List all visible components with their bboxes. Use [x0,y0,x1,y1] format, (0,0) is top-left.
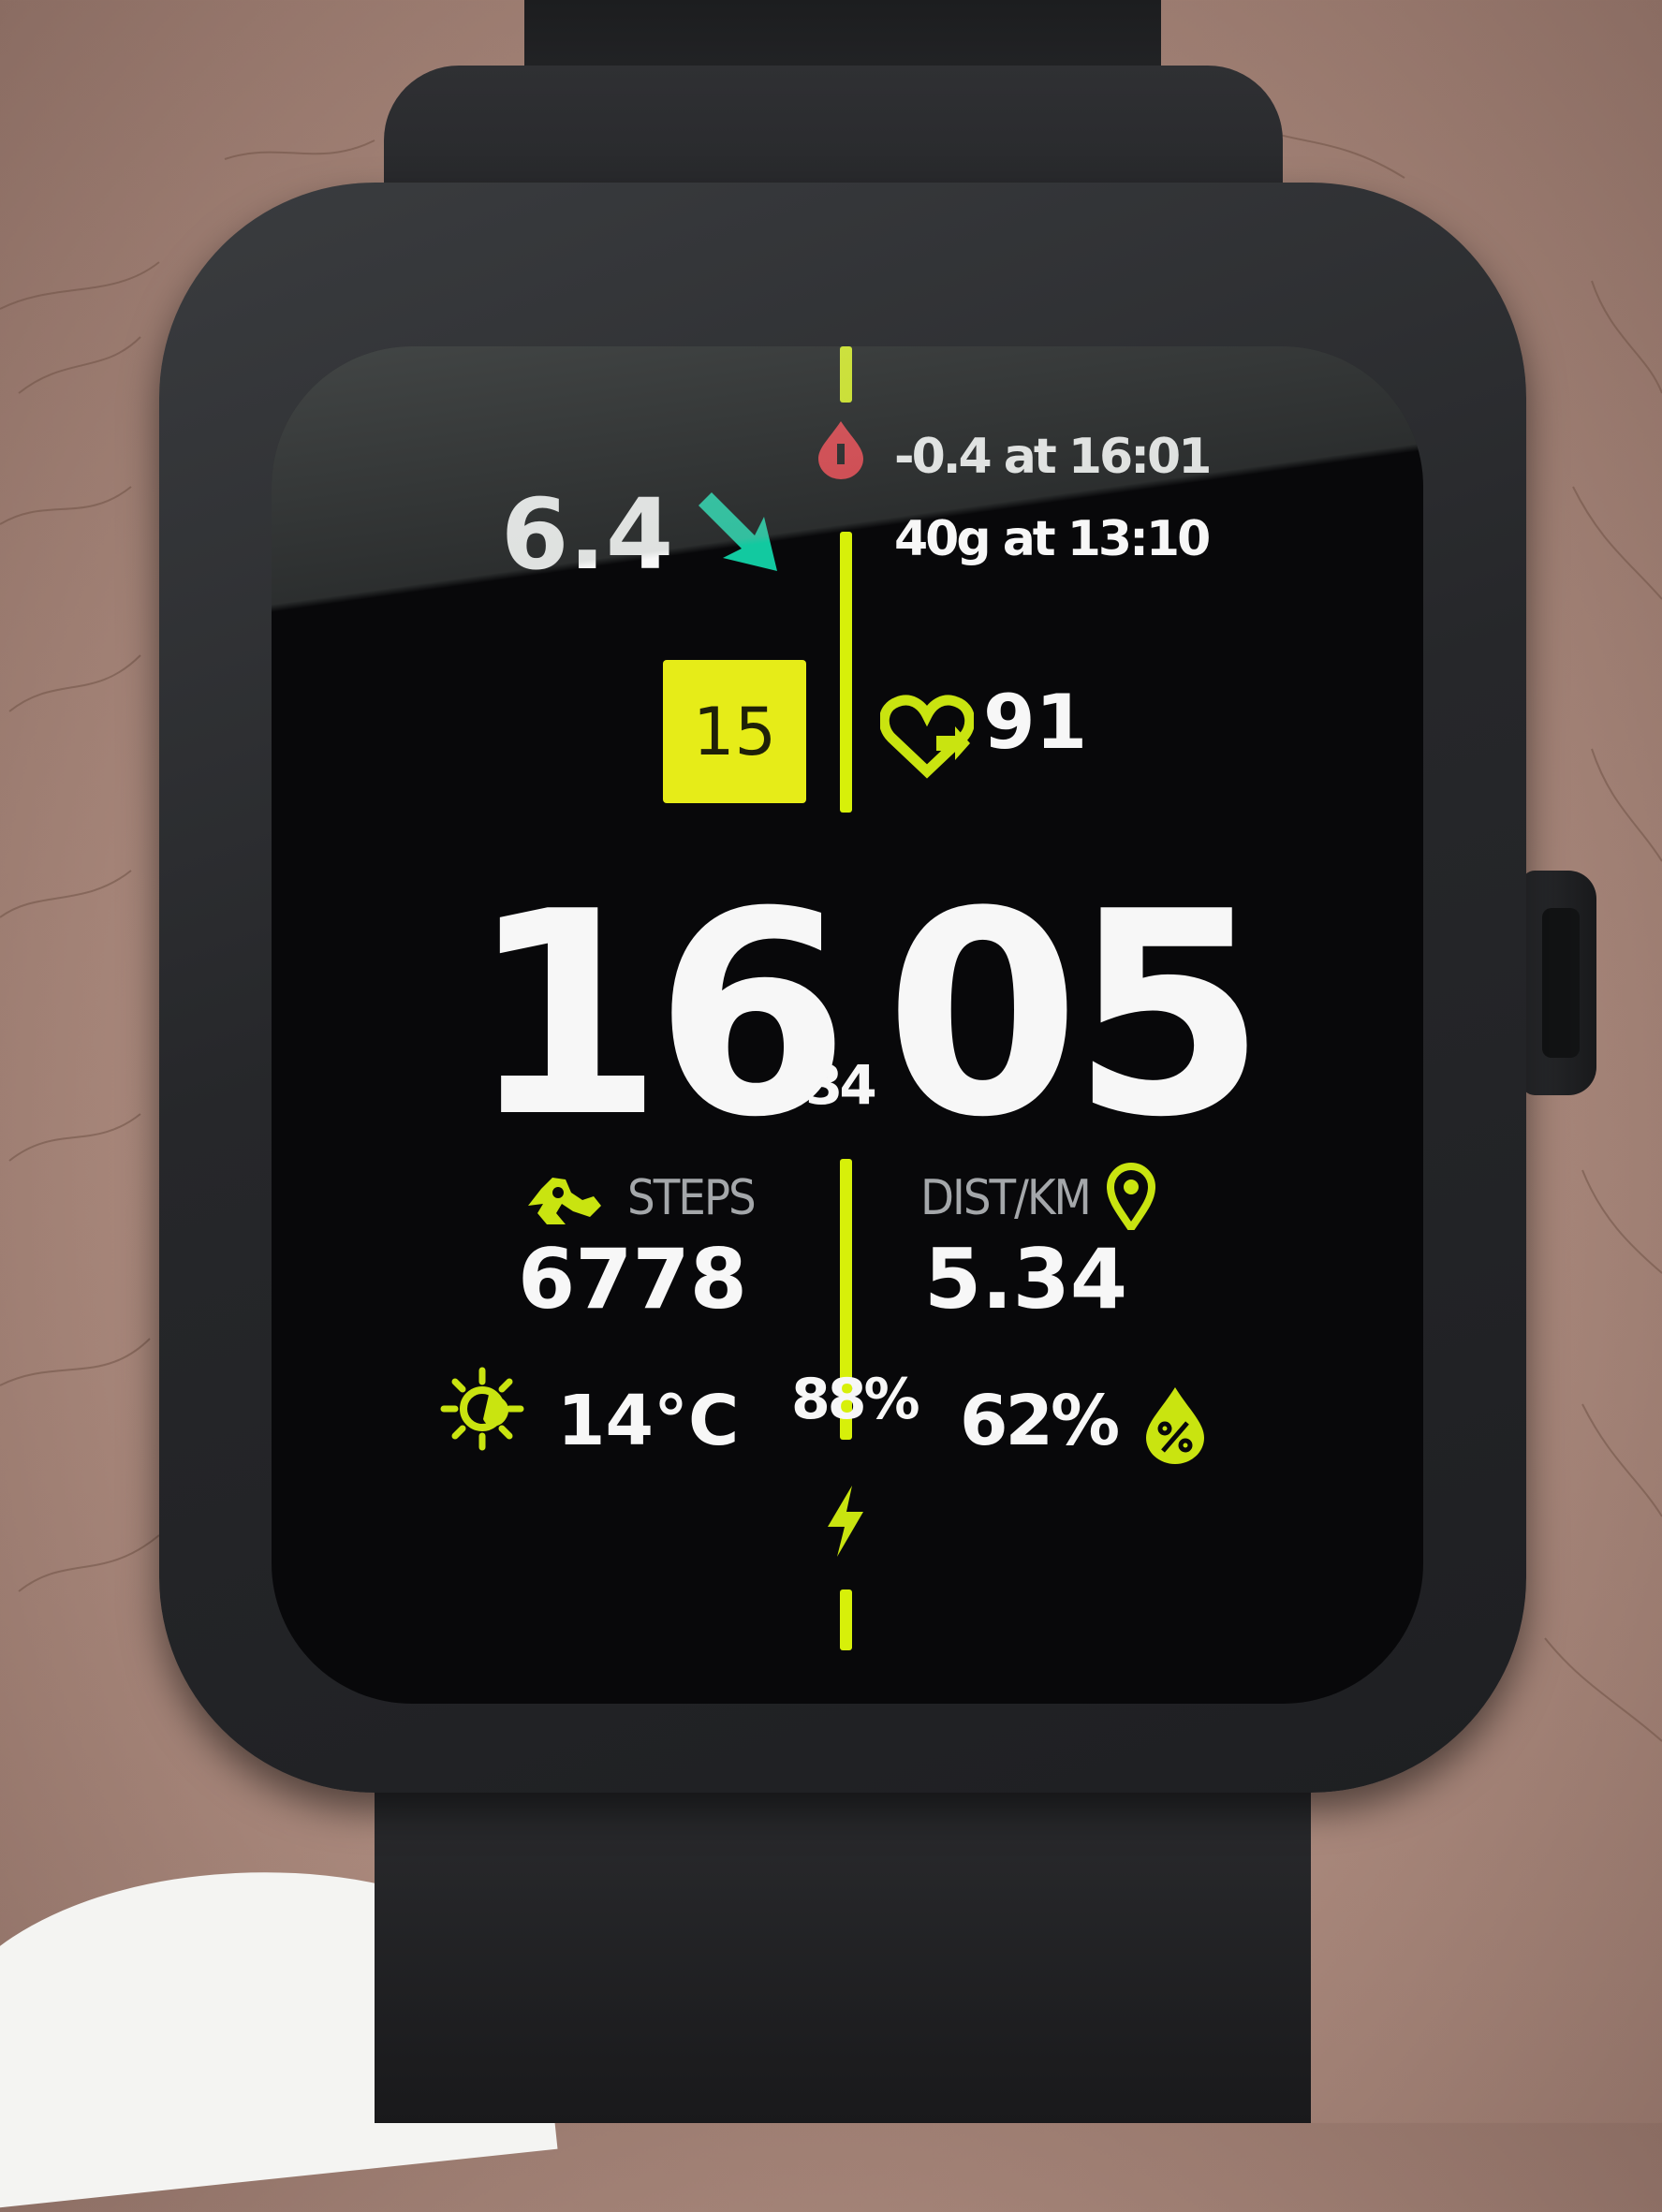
temperature-value: 14°C [557,1381,740,1461]
sun-icon [440,1367,524,1451]
divider-segment-bottom [840,1589,852,1650]
clock-hours: 16 [468,852,849,1179]
divider-segment-top [840,346,852,403]
distance-value: 5.34 [924,1231,1128,1327]
distance-label: DIST/KM [920,1170,1092,1226]
battery-percent: 88% [791,1367,920,1432]
date-badge: 15 [663,660,806,803]
steps-icon [528,1178,601,1224]
carbs-log: 40g at 13:10 [894,511,1211,567]
steps-value: 6778 [518,1231,747,1327]
watch-strap-bottom [375,1741,1311,2123]
heart-icon [880,695,974,779]
clock-minutes: 05 [885,852,1266,1179]
crown-button[interactable] [1522,871,1596,1095]
humidity-value: 62% [960,1381,1120,1461]
drop-icon [818,421,863,479]
steps-label: STEPS [627,1170,757,1226]
watch-face: 6.4 -0.4 at 16:01 40g at 13:10 15 91 16 … [272,346,1423,1704]
clock-seconds: 34 [805,1053,877,1117]
divider-segment-lower [840,1159,852,1440]
glucose-delta: -0.4 at 16:01 [894,429,1212,485]
glucose-value: 6.4 [501,477,674,592]
heart-rate-value: 91 [983,679,1088,766]
pin-icon [1107,1163,1155,1230]
divider-segment-upper [840,532,852,813]
down-right-arrow-icon [699,492,777,571]
bolt-icon [828,1486,863,1557]
water-drop-icon [1146,1387,1204,1464]
